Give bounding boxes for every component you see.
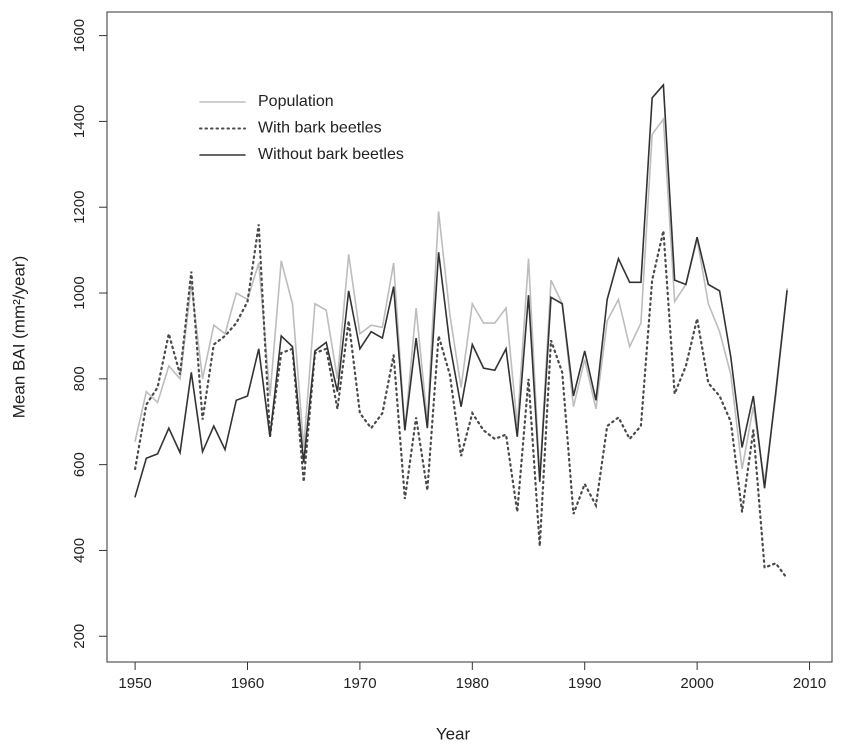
legend-label: With bark beetles [258, 120, 382, 137]
x-tick-label: 2000 [680, 675, 713, 692]
x-tick-label: 1950 [118, 675, 151, 692]
x-axis-label: Year [436, 724, 471, 743]
data-line [134, 224, 789, 580]
y-tick-label: 1600 [71, 19, 88, 52]
y-tick-label: 200 [71, 624, 88, 649]
plot-frame [106, 11, 833, 663]
x-tick-label: 1970 [343, 675, 376, 692]
y-tick-label: 400 [71, 538, 88, 563]
x-tick-label: 2010 [793, 675, 826, 692]
y-tick-label: 800 [71, 366, 88, 391]
y-tick-label: 1400 [71, 105, 88, 138]
legend-label: Population [258, 93, 334, 110]
y-axis-label: Mean BAI (mm²/year) [9, 256, 28, 418]
x-tick-label: 1980 [456, 675, 489, 692]
x-tick-label: 1960 [231, 675, 264, 692]
legend-label: Without bark beetles [258, 146, 404, 163]
data-line [134, 82, 788, 498]
y-tick-label: 1000 [71, 276, 88, 309]
x-tick-label: 1990 [568, 675, 601, 692]
y-tick-label: 1200 [71, 191, 88, 224]
data-line [134, 117, 788, 482]
y-tick-label: 600 [71, 452, 88, 477]
